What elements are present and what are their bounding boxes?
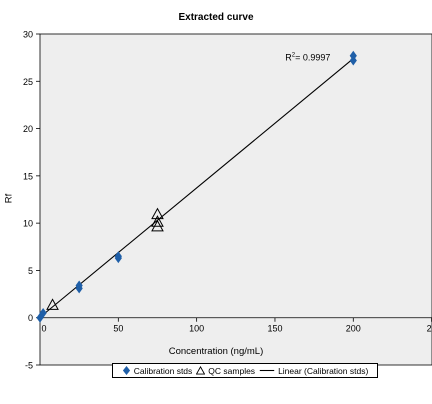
y-tick-label: 0 [28, 313, 33, 323]
y-tick-label: 10 [23, 219, 33, 229]
r2-value: = 0.9997 [295, 53, 330, 63]
legend-item-qc: QC samples [196, 366, 255, 376]
r2-base: R [285, 53, 292, 63]
legend-item-calibration: Calibration stds [122, 365, 193, 376]
linear-trendline [39, 58, 354, 318]
calibration-point [114, 251, 122, 262]
r-squared-annotation: R2= 0.9997 [285, 53, 330, 63]
qc-point [151, 215, 164, 227]
y-tick-label: 15 [23, 171, 33, 181]
x-tick-label: 200 [346, 324, 361, 334]
y-tick-label: 5 [28, 266, 33, 276]
r2-superscript: 2 [292, 53, 296, 59]
x-tick-label: 0 [41, 324, 46, 334]
y-tick-label: 30 [23, 30, 33, 40]
x-tick-label: 50 [113, 324, 123, 334]
legend-label-qc: QC samples [208, 365, 256, 376]
y-tick-label: 20 [23, 124, 33, 134]
calibration-point [349, 50, 357, 61]
y-axis-label: Rf [3, 193, 15, 204]
diamond-icon [122, 366, 130, 375]
legend-label-linear: Linear (Calibration stds) [278, 365, 369, 376]
x-tick-label: 150 [267, 324, 282, 334]
x-tick-label: 25 [427, 324, 432, 334]
y-tick-label: -5 [25, 361, 33, 371]
calibration-point [39, 307, 47, 318]
y-tick-label: 25 [23, 77, 33, 87]
trendline-layer [39, 58, 354, 318]
x-axis-label: Concentration (ng/mL) [168, 346, 264, 357]
qc-point [151, 207, 164, 220]
qc-point [46, 298, 59, 310]
legend: Calibration stds QC samples Linear (Cali… [112, 363, 378, 378]
calibration-point [75, 280, 83, 291]
plot-area [39, 33, 432, 366]
legend-item-linear: Linear (Calibration stds) [259, 366, 368, 376]
chart-title: Extracted curve [178, 12, 254, 23]
x-tick-label: 100 [189, 324, 204, 334]
legend-label-calibration: Calibration stds [133, 365, 193, 376]
marker-layer [36, 50, 357, 323]
line-icon [259, 369, 275, 372]
triangle-icon [196, 366, 206, 375]
